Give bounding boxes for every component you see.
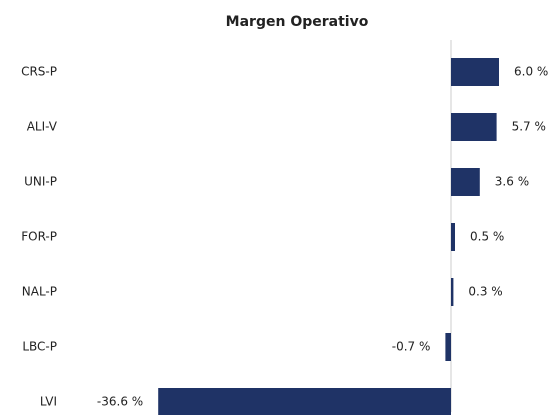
- bar: [445, 333, 451, 361]
- value-label: 0.5 %: [470, 230, 504, 244]
- value-label: 3.6 %: [495, 175, 529, 189]
- value-label: 0.3 %: [468, 285, 502, 299]
- bar: [158, 388, 451, 415]
- y-tick-label: FOR-P: [21, 230, 57, 244]
- value-label: 6.0 %: [514, 65, 548, 79]
- value-label: 5.7 %: [512, 120, 546, 134]
- y-tick-label: LVI: [40, 395, 57, 409]
- chart-title: Margen Operativo: [226, 14, 369, 30]
- y-tick-label: ALI-V: [27, 120, 58, 134]
- bar: [451, 223, 455, 251]
- y-tick-label: LBC-P: [22, 340, 57, 354]
- y-tick-label: NAL-P: [22, 285, 57, 299]
- y-tick-label: CRS-P: [21, 65, 57, 79]
- bar: [451, 58, 499, 86]
- bar: [451, 278, 454, 306]
- y-tick-label: UNI-P: [24, 175, 57, 189]
- value-label: -0.7 %: [392, 340, 431, 354]
- value-label: -36.6 %: [97, 395, 143, 409]
- bar: [451, 168, 480, 196]
- bar: [451, 113, 497, 141]
